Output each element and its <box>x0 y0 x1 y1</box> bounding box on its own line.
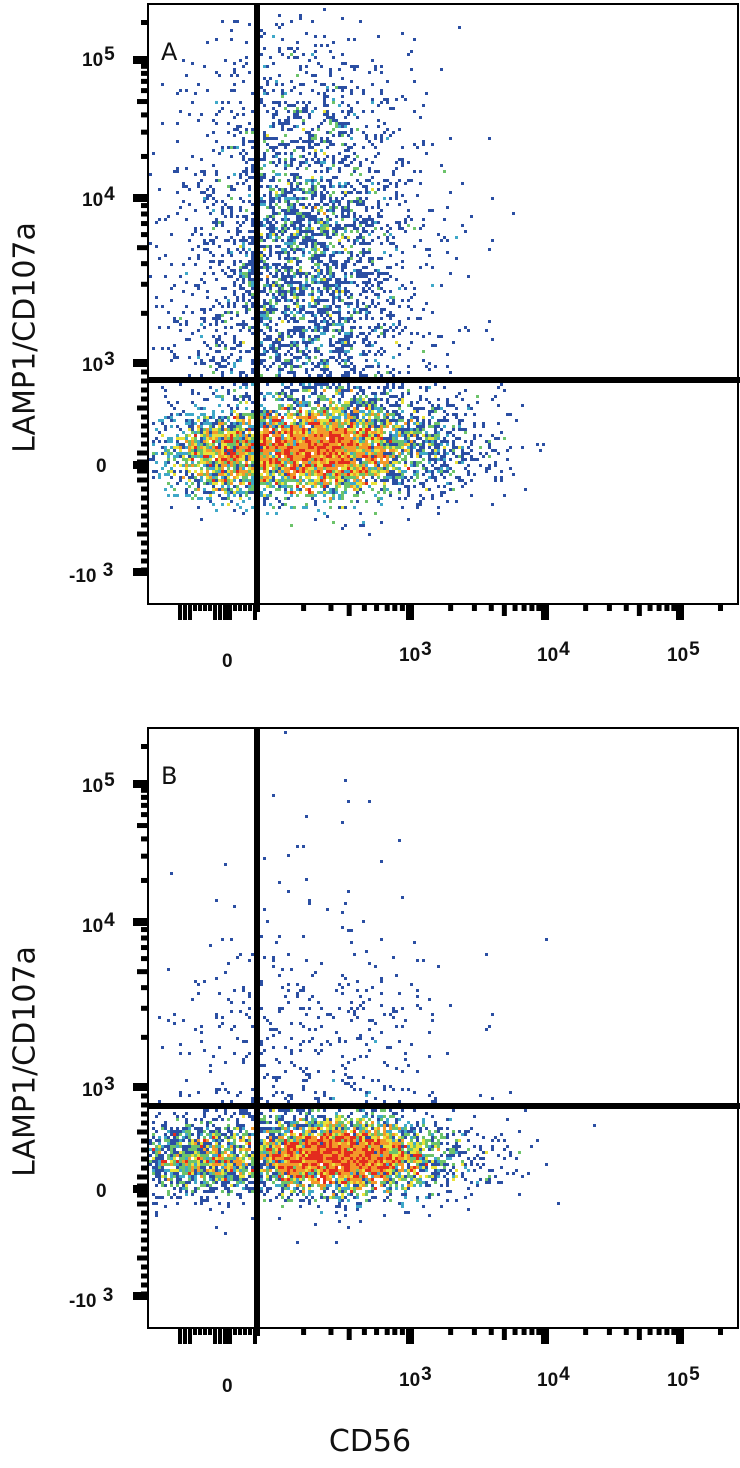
x-tick-b-1e4: 104 <box>537 1364 570 1391</box>
y-tick-b-neg1e3: -10 3 <box>69 1285 114 1312</box>
scatter-points <box>149 731 596 1244</box>
x-tick-b-0: 0 <box>222 1376 233 1397</box>
y-tick-b-1e5: 105 <box>82 770 115 797</box>
plot-a-svg <box>133 3 740 620</box>
x-tick-b-1e5: 105 <box>667 1364 700 1391</box>
y-tick-b-1e4: 104 <box>82 910 115 937</box>
y-axis-label-b: LAMP1/CD107a <box>7 946 43 1177</box>
y-tick-a-1e4: 104 <box>82 184 115 211</box>
y-tick-a-0: 0 <box>96 456 107 477</box>
y-axis-ticks <box>133 20 147 576</box>
x-axis-ticks <box>178 1328 723 1344</box>
y-tick-b-0: 0 <box>96 1181 107 1202</box>
x-axis-ticks <box>178 604 723 620</box>
panel-a: A LAMP1/CD107a 105 104 103 0 -10 3 0 103… <box>0 0 740 700</box>
y-tick-a-1e5: 105 <box>82 44 115 71</box>
x-tick-a-0: 0 <box>222 651 233 672</box>
x-tick-a-1e3: 103 <box>399 639 432 666</box>
plot-frame <box>147 3 739 605</box>
y-axis-ticks <box>133 744 147 1300</box>
x-tick-a-1e5: 105 <box>667 639 700 666</box>
x-tick-b-1e3: 103 <box>399 1364 432 1391</box>
plot-b-svg <box>133 727 740 1344</box>
x-tick-a-1e4: 104 <box>537 639 570 666</box>
y-tick-b-1e3: 103 <box>82 1074 115 1101</box>
plot-frame <box>147 727 739 1329</box>
y-tick-a-neg1e3: -10 3 <box>69 560 114 587</box>
scatter-points <box>149 8 545 536</box>
y-tick-a-1e3: 103 <box>82 349 115 376</box>
panel-b-label: B <box>161 762 178 790</box>
panel-a-label: A <box>161 38 178 66</box>
x-axis-label: CD56 <box>328 1424 412 1459</box>
